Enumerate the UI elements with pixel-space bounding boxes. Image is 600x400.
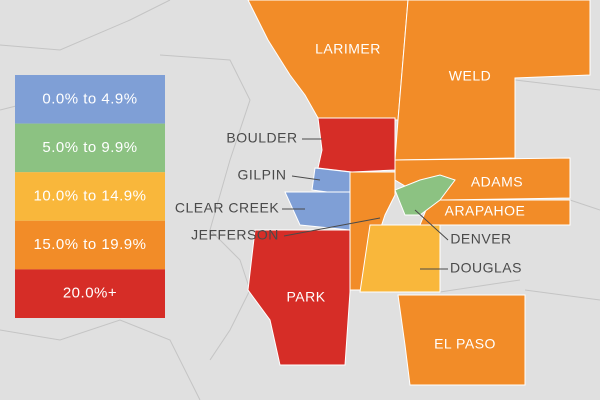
legend-swatch — [15, 75, 165, 124]
county — [317, 117, 396, 173]
legend-swatch — [15, 269, 165, 318]
county-label: LARIMER — [315, 41, 381, 57]
county — [394, 0, 591, 161]
legend-swatch — [15, 220, 165, 270]
legend-swatch — [15, 172, 165, 221]
county-label: JEFFERSON — [191, 227, 279, 243]
county — [419, 199, 571, 226]
county-label: WELD — [449, 68, 491, 84]
leader-line — [414, 209, 449, 241]
county — [247, 229, 351, 366]
county — [397, 294, 526, 386]
county-label: BOULDER — [226, 130, 297, 146]
legend-label: 15.0% to 19.9% — [34, 236, 147, 253]
county-label: PARK — [286, 289, 325, 305]
county-label: GILPIN — [238, 167, 287, 183]
legend: 0.0% to 4.9% 5.0% to 9.9% 10.0% to 14.9% 15… — [15, 75, 165, 318]
county-label: ARAPAHOE — [445, 203, 526, 219]
county-label: CLEAR CREEK — [175, 200, 279, 216]
legend-label: 20.0%+ — [63, 285, 117, 302]
county — [394, 174, 456, 216]
legend-label: 5.0% to 9.9% — [42, 139, 137, 156]
legend-swatch — [15, 123, 165, 173]
county-label: EL PASO — [434, 336, 496, 352]
legend-label: 0.0% to 4.9% — [42, 90, 137, 107]
county-label: DOUGLAS — [450, 260, 522, 276]
county — [359, 224, 441, 293]
county-label: ADAMS — [471, 174, 523, 190]
county-label: DENVER — [450, 231, 511, 247]
legend-label: 10.0% to 14.9% — [34, 187, 147, 204]
leader-line — [283, 217, 381, 237]
county — [311, 167, 351, 196]
leader-line — [291, 175, 321, 181]
